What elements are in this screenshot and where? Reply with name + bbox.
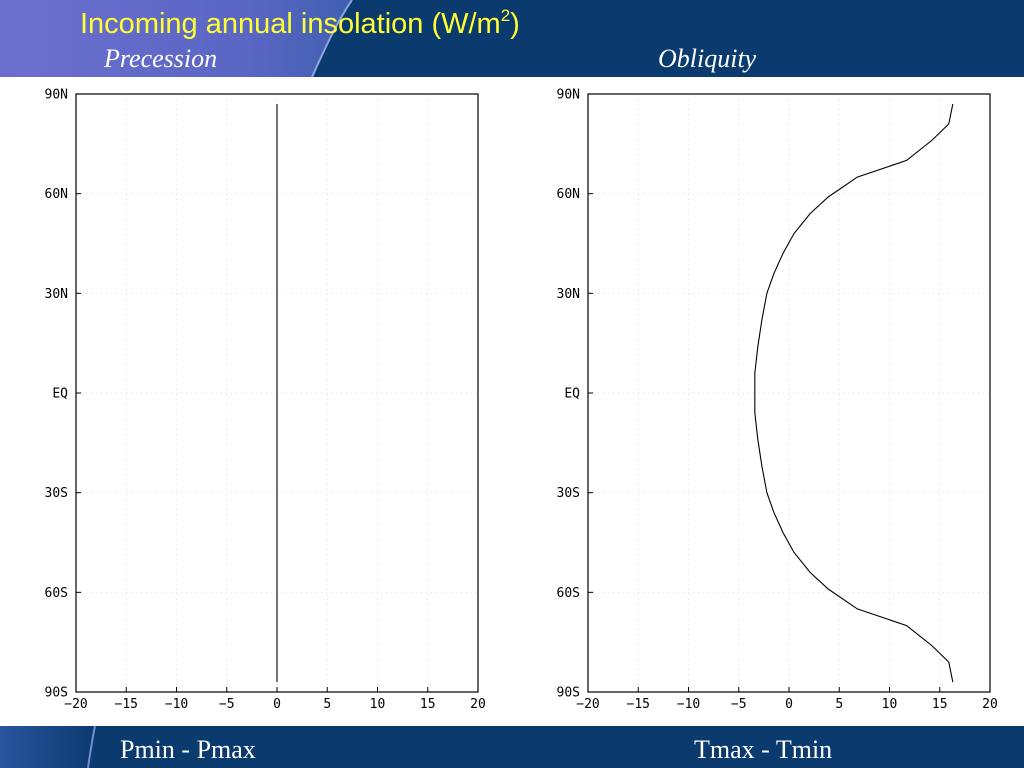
precession-xtick-label: −10 bbox=[165, 697, 188, 712]
precession-xtick-label: −5 bbox=[219, 697, 235, 712]
precession-ytick-label: EQ bbox=[52, 387, 68, 402]
precession-ytick-label: 90S bbox=[45, 686, 68, 701]
precession-xtick-label: −15 bbox=[115, 697, 138, 712]
obliquity-ytick-label: 30S bbox=[557, 486, 580, 501]
obliquity-xtick-label: 10 bbox=[882, 697, 898, 712]
obliquity-ytick-label: 30N bbox=[557, 287, 580, 302]
title-close: ) bbox=[510, 8, 520, 40]
title-text: Incoming annual insolation (W/m bbox=[80, 8, 501, 40]
precession-xtick-label: 20 bbox=[470, 697, 486, 712]
header-swoosh-decoration bbox=[0, 0, 353, 77]
precession-ytick-label: 30S bbox=[45, 486, 68, 501]
left-footer-label: Pmin - Pmax bbox=[120, 735, 256, 764]
precession-ytick-label: 90N bbox=[45, 88, 68, 103]
precession-ytick-label: 30N bbox=[45, 287, 68, 302]
precession-xtick-label: 0 bbox=[273, 697, 281, 712]
right-footer-label: Tmax - Tmin bbox=[694, 735, 833, 764]
precession-ytick-label: 60N bbox=[45, 187, 68, 202]
footer-swoosh-decoration bbox=[0, 726, 96, 768]
obliquity-ytick-label: 90N bbox=[557, 88, 580, 103]
obliquity-ytick-label: 90S bbox=[557, 686, 580, 701]
obliquity-xtick-label: 20 bbox=[982, 697, 998, 712]
obliquity-xtick-label: −20 bbox=[576, 697, 599, 712]
obliquity-ytick-label: 60N bbox=[557, 187, 580, 202]
header-banner: Incoming annual insolation (W/m2) Preces… bbox=[0, 0, 1024, 77]
title-superscript: 2 bbox=[500, 6, 511, 25]
footer-banner: Pmin - Pmax Tmax - Tmin bbox=[0, 726, 1024, 768]
obliquity-xtick-label: 5 bbox=[835, 697, 843, 712]
obliquity-xtick-label: 15 bbox=[932, 697, 948, 712]
obliquity-ytick-label: EQ bbox=[564, 387, 580, 402]
obliquity-xtick-label: −5 bbox=[731, 697, 747, 712]
obliquity-xtick-label: −15 bbox=[627, 697, 650, 712]
left-panel-subtitle: Precession bbox=[104, 44, 218, 73]
obliquity-chart: −20 −15 −10 −5 0 5 10 15 20 90N 60N 30N EQ 30S 60S 90S bbox=[557, 88, 998, 713]
precession-ytick-label: 60S bbox=[45, 586, 68, 601]
page-title: Incoming annual insolation (W/m2) bbox=[80, 6, 520, 41]
obliquity-series-line bbox=[754, 103, 954, 683]
precession-xtick-label: 15 bbox=[420, 697, 436, 712]
obliquity-xtick-label: 0 bbox=[785, 697, 793, 712]
obliquity-xtick-label: −10 bbox=[677, 697, 700, 712]
precession-xtick-label: 10 bbox=[370, 697, 386, 712]
obliquity-ytick-label: 60S bbox=[557, 586, 580, 601]
precession-xtick-label: −20 bbox=[64, 697, 87, 712]
right-panel-subtitle: Obliquity bbox=[658, 44, 757, 73]
precession-xtick-label: 5 bbox=[323, 697, 331, 712]
precession-chart: −20 −15 −10 −5 0 5 10 15 20 90N 60N 30N EQ 30S 60S 90S bbox=[45, 88, 486, 713]
